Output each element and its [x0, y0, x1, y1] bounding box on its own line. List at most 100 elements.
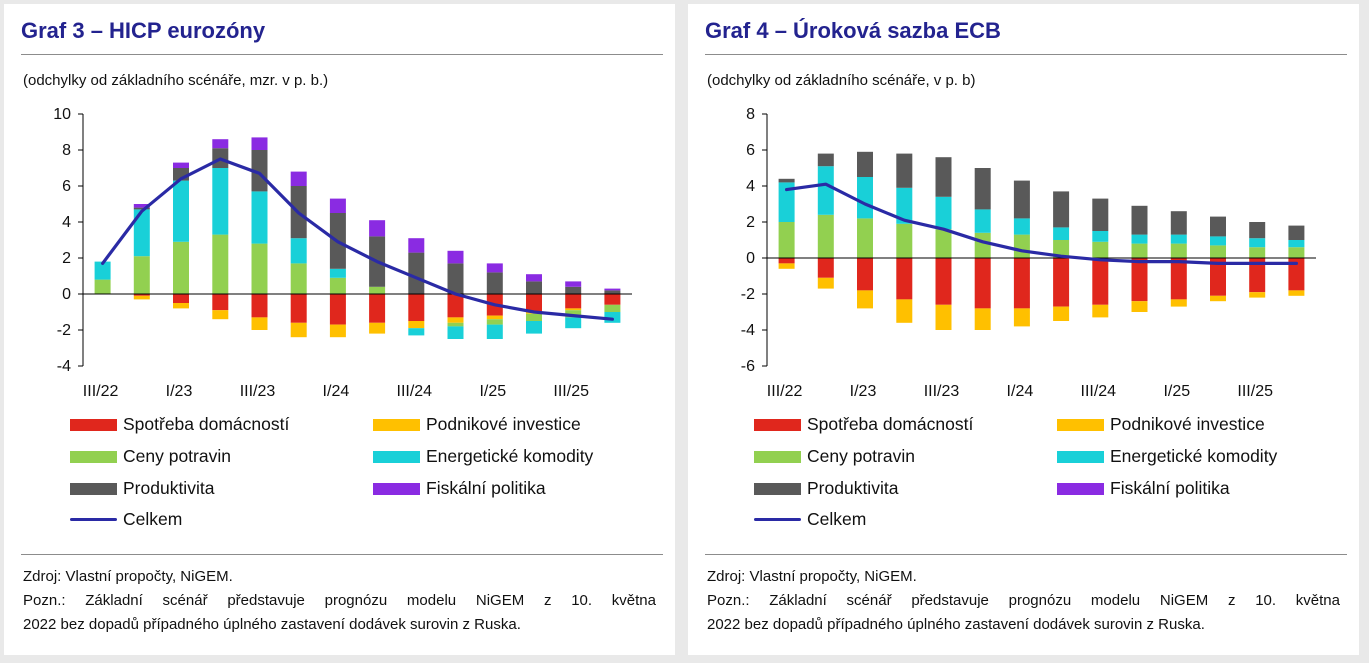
x-tick-label: III/23 [240, 383, 276, 400]
bar-fiskal [604, 288, 621, 291]
ecb-rate-chart: -6 -4 -2 0 2 4 6 8 III/22 I/23 III/23 I/24 III/24 I/2… [741, 106, 1316, 400]
bar-fiskal [565, 281, 582, 287]
bar-potraviny [974, 232, 991, 258]
note-line-2: 2022 bez dopadů případného úplného zasta… [23, 616, 521, 633]
bar-investice [447, 317, 464, 323]
x-tick-label: I/25 [479, 383, 506, 400]
bar-potraviny [1288, 247, 1305, 258]
bar-potraviny [817, 214, 834, 258]
bar-energie [857, 177, 873, 219]
bar-energie [447, 326, 464, 339]
bar-potraviny [173, 241, 189, 294]
bar-investice [133, 295, 150, 300]
x-tick-label: I/25 [1163, 383, 1190, 400]
bar-energie [290, 238, 307, 264]
y-tick-label: 0 [746, 250, 755, 267]
bar-energie [778, 182, 795, 222]
bar-produktivita [778, 178, 795, 183]
y-tick-label: 4 [746, 178, 755, 195]
bar-potraviny [1053, 240, 1070, 258]
chart-subtitle: (odchylky od základního scénáře, v p. b) [707, 72, 976, 89]
y-tick-label: 6 [62, 178, 71, 195]
bar-energie [526, 321, 542, 334]
bar-produktivita [486, 272, 503, 294]
y-tick-label: 4 [62, 214, 71, 231]
bar-fiskal [369, 220, 386, 237]
source-note: Zdroj: Vlastní propočty, NiGEM. [707, 568, 917, 585]
bar-energie [329, 268, 346, 278]
bar-potraviny [604, 304, 621, 312]
bar-produktivita [857, 151, 873, 177]
bar-investice [251, 317, 268, 330]
title-divider [21, 54, 663, 55]
bar-potraviny [369, 286, 386, 294]
bar-spotreba [817, 258, 834, 278]
source-note: Zdroj: Vlastní propočty, NiGEM. [23, 568, 233, 585]
bar-spotreba [935, 258, 952, 305]
panel-title: Graf 3 – HICP eurozóny [21, 18, 266, 43]
bar-fiskal [329, 198, 346, 213]
bar-potraviny [329, 277, 346, 294]
bar-energie [408, 328, 425, 336]
bar-spotreba [408, 294, 425, 321]
bar-produktivita [251, 150, 268, 192]
bar-fiskal [212, 139, 229, 149]
bar-produktivita [604, 290, 621, 294]
bar-investice [1092, 304, 1109, 318]
bar-produktivita [1288, 225, 1305, 240]
y-tick-label: -4 [57, 358, 71, 375]
bar-spotreba [1092, 258, 1109, 305]
bar-investice [1131, 301, 1148, 312]
bar-potraviny [251, 243, 268, 294]
bar-investice [896, 299, 913, 323]
bar-investice [329, 324, 346, 338]
bar-energie [1053, 227, 1070, 240]
bar-investice [486, 315, 503, 320]
bar-potraviny [290, 263, 307, 294]
bar-spotreba [778, 258, 795, 264]
chart-subtitle: (odchylky od základního scénáře, mzr. v … [23, 72, 329, 89]
bar-investice [1288, 290, 1305, 296]
bar-produktivita [565, 286, 582, 294]
bar-potraviny [896, 223, 913, 258]
bar-fiskal [251, 137, 268, 150]
y-tick-label: 0 [62, 286, 71, 303]
chart-panel-ecb-rate: Graf 4 – Úroková sazba ECB (odchylky od … [688, 4, 1359, 655]
bar-fiskal [173, 162, 189, 168]
bar-spotreba [1170, 258, 1187, 300]
note-line-1: Pozn.: Základní scénář představuje progn… [707, 592, 1340, 609]
bar-investice [778, 263, 795, 269]
y-tick-label: 2 [62, 250, 71, 267]
bar-spotreba [565, 294, 582, 309]
bar-investice [408, 321, 425, 329]
bar-fiskal [447, 250, 464, 264]
bar-spotreba [604, 294, 621, 305]
x-tick-label: III/22 [767, 383, 803, 400]
bar-spotreba [369, 294, 386, 323]
bar-produktivita [1131, 205, 1148, 235]
bar-spotreba [329, 294, 346, 325]
bar-potraviny [212, 234, 229, 294]
bar-fiskal [486, 263, 503, 273]
x-tick-label: I/24 [1007, 383, 1034, 400]
bar-investice [212, 310, 229, 320]
bar-spotreba [1249, 258, 1266, 293]
title-divider [705, 54, 1347, 55]
chart-notes: Zdroj: Vlastní propočty, NiGEM. Pozn.: Z… [707, 565, 1340, 637]
bar-energie [935, 196, 952, 230]
bar-investice [1013, 308, 1030, 327]
bar-spotreba [290, 294, 307, 323]
bar-produktivita [1170, 211, 1187, 235]
x-tick-label: I/23 [166, 383, 193, 400]
y-tick-label: 6 [746, 142, 755, 159]
bar-investice [565, 308, 582, 311]
x-tick-label: III/23 [924, 383, 960, 400]
bar-energie [486, 324, 503, 339]
note-line-1: Pozn.: Základní scénář představuje progn… [23, 592, 656, 609]
bar-investice [1249, 292, 1266, 298]
x-tick-label: III/22 [83, 383, 119, 400]
bar-produktivita [1013, 180, 1030, 219]
panel-title: Graf 4 – Úroková sazba ECB [705, 18, 1001, 43]
x-tick-label: III/25 [1237, 383, 1273, 400]
bar-produktivita [133, 207, 150, 210]
